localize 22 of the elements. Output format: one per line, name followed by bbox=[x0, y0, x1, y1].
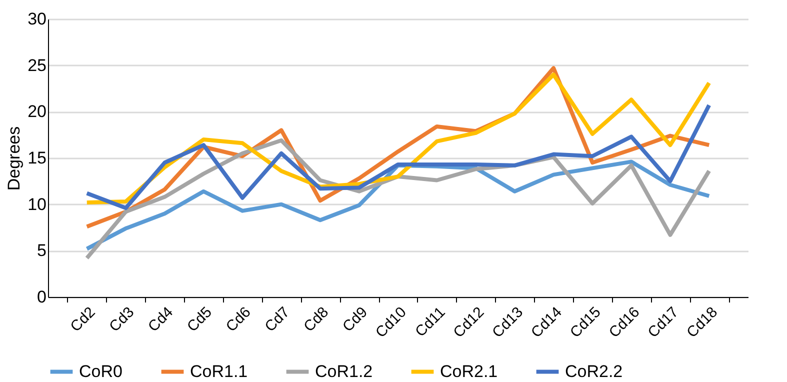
legend-label: CoR1.2 bbox=[315, 362, 373, 381]
x-tick-label: Cd2 bbox=[67, 304, 99, 336]
y-tick-label: 0 bbox=[37, 288, 46, 306]
x-tick-label: Cd7 bbox=[262, 304, 294, 336]
x-tick-label: Cd4 bbox=[144, 304, 176, 336]
y-tick-label: 5 bbox=[37, 241, 46, 260]
y-tick-label: 25 bbox=[28, 56, 46, 75]
legend-label: CoR2.1 bbox=[440, 362, 498, 381]
y-tick-label: 15 bbox=[28, 148, 46, 168]
y-tick-label: 10 bbox=[28, 194, 46, 214]
x-tick-label: Cd3 bbox=[106, 304, 138, 336]
y-axis-title: Degrees bbox=[4, 126, 24, 191]
x-tick-label: Cd8 bbox=[300, 304, 332, 336]
y-tick-label: 20 bbox=[28, 102, 46, 122]
y-tick-label: 30 bbox=[28, 10, 46, 28]
x-tick-label: Cd5 bbox=[184, 304, 216, 336]
legend-label: CoR2.2 bbox=[565, 362, 623, 381]
legend-label: CoR0 bbox=[79, 362, 122, 381]
x-tick-label: Cd9 bbox=[339, 304, 371, 336]
legend-label: CoR1.1 bbox=[190, 362, 248, 381]
x-tick-label: Cd6 bbox=[222, 304, 254, 336]
line-series bbox=[84, 103, 712, 210]
